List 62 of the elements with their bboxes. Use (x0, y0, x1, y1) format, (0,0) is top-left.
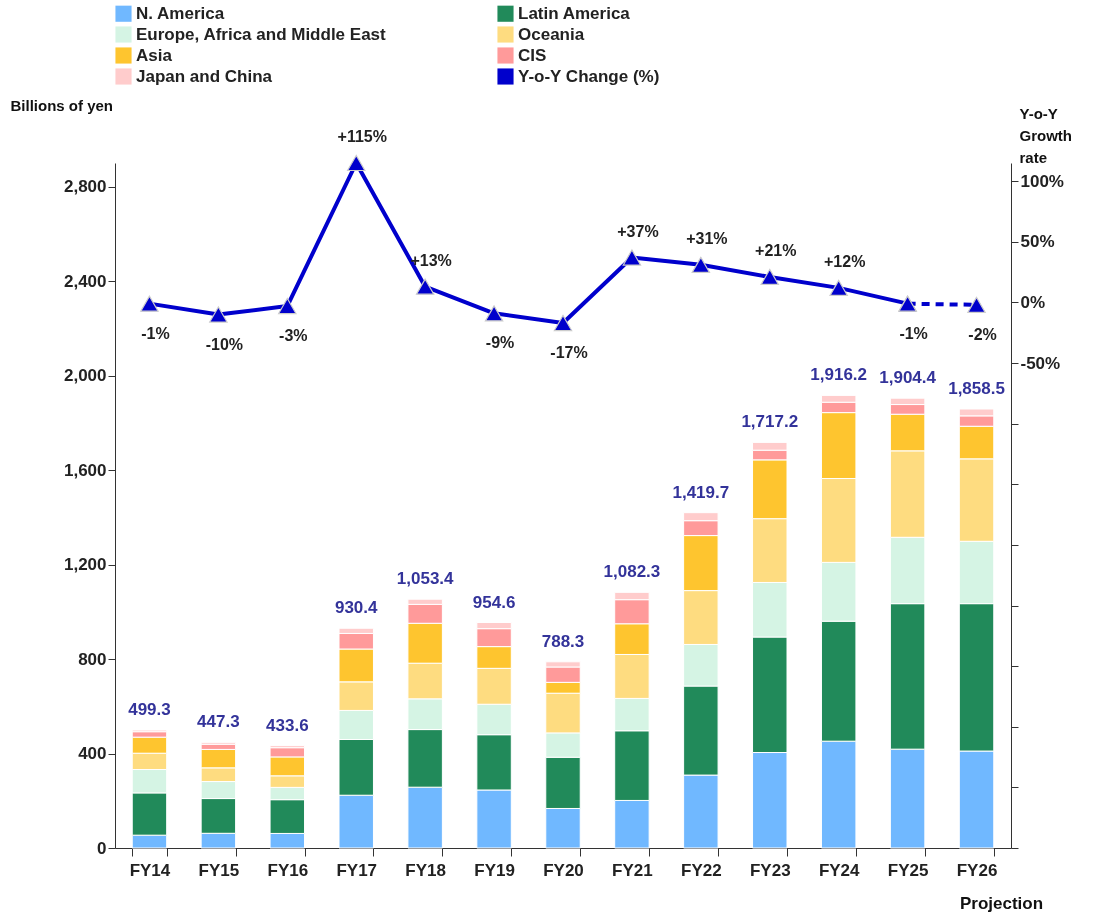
y-tick-label: 800 (78, 649, 107, 669)
x-tick-label: FY19 (474, 860, 515, 880)
total-label: 447.3 (197, 712, 240, 732)
data-label: -1% (899, 324, 928, 342)
text: Projection (959, 894, 1044, 913)
x-tick-label: FY22 (681, 860, 722, 880)
x-tick-label: FY18 (405, 860, 446, 880)
data-label: -17% (550, 344, 588, 362)
data-label: +37% (617, 222, 659, 240)
x-tick-label: FY14 (129, 860, 171, 880)
legend-label: Europe, Africa and Middle East (136, 24, 387, 44)
total-label: 1,717.2 (741, 412, 799, 432)
data-label: +115% (337, 128, 387, 145)
x-tick-label: FY24 (818, 860, 861, 880)
y-tick-label: 400 (78, 744, 107, 764)
total-label: 1,419.7 (672, 482, 730, 502)
x-tick-label: FY23 (749, 860, 791, 880)
y-axis-title: Billions of yen (10, 96, 114, 114)
data-label: -3% (279, 327, 308, 345)
data-label: -1% (141, 324, 170, 342)
legend-label: CIS (518, 45, 547, 65)
x-tick-label: FY26 (956, 860, 998, 880)
data-label: +12% (824, 252, 866, 270)
data-label: -2% (968, 325, 997, 343)
x-tick-label: FY25 (887, 860, 929, 880)
legend-label: Y-o-Y Change (%) (518, 66, 660, 86)
x-tick-label: FY17 (336, 860, 378, 880)
y-tick-label: 0 (97, 838, 107, 858)
y2-axis-title: Y-o-Y Growth rate (1019, 104, 1072, 166)
y2-tick-label: 100% (1020, 171, 1064, 191)
data-label: +13% (410, 251, 452, 269)
total-label: 1,916.2 (810, 365, 868, 385)
y-tick-label: 1,200 (63, 555, 107, 575)
total-label: 1,858.5 (948, 379, 1005, 399)
total-label: 433.6 (266, 715, 309, 735)
total-label: 499.3 (128, 700, 171, 720)
x-tick-label: FY21 (612, 860, 653, 880)
legend-label: Asia (136, 45, 173, 65)
legend-label: Japan and China (136, 66, 273, 86)
legend-label: Latin America (518, 3, 631, 23)
data-label: +21% (755, 241, 797, 259)
total-label: 1,904.4 (879, 368, 937, 388)
total-label: 954.6 (472, 592, 516, 612)
y-tick-label: 2,800 (63, 177, 107, 197)
x-tick-label: FY15 (198, 860, 240, 880)
total-label: 1,082.3 (603, 562, 661, 582)
y-tick-label: 1,600 (63, 460, 107, 480)
x-tick-label: FY16 (267, 860, 309, 880)
y2-tick-label: 50% (1020, 232, 1055, 252)
y-tick-label: 2,000 (63, 366, 107, 386)
total-label: 1,053.4 (396, 569, 455, 589)
data-label: -9% (485, 334, 515, 352)
legend-label: Oceania (518, 24, 585, 44)
total-label: 788.3 (541, 631, 585, 651)
legend-label: N. America (136, 3, 225, 23)
x-tick-label: FY20 (543, 860, 584, 880)
data-label: +31% (686, 229, 728, 247)
y2-tick-label: -50% (1020, 353, 1061, 373)
total-label: 930.4 (334, 598, 379, 618)
data-label: -10% (205, 335, 244, 353)
y-tick-label: 2,400 (63, 271, 107, 291)
y2-tick-label: 0% (1020, 292, 1046, 312)
